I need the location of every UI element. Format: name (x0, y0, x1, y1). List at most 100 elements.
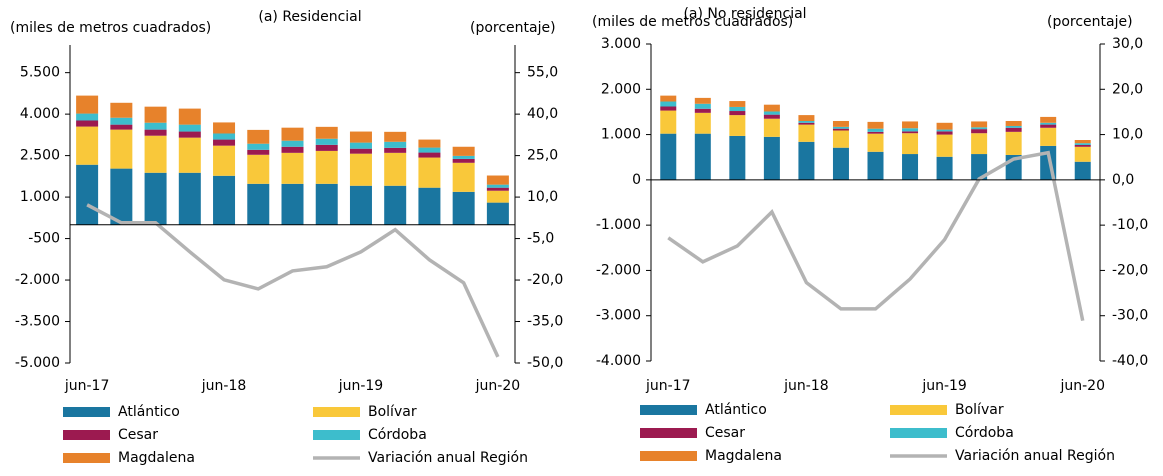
bar-segment (213, 145, 236, 176)
y-tick-label: 1.000 (601, 127, 641, 143)
bar-segment (110, 117, 133, 125)
bar-segment (349, 153, 372, 186)
bar-segment (763, 114, 780, 119)
x-tick-label: jun-17 (645, 378, 691, 394)
bar-segment (832, 126, 849, 129)
x-tick-label: jun-18 (201, 378, 247, 394)
bar-segment (281, 140, 304, 147)
bar-segment (452, 191, 475, 225)
bar-segment (144, 129, 167, 136)
legend-swatch (890, 428, 947, 438)
bar-segment (315, 150, 338, 184)
y-axis-label: (miles de metros cuadrados) (592, 14, 793, 30)
chart-title: (a) Residencial (258, 9, 361, 25)
bar-segment (144, 135, 167, 173)
bar-segment (660, 110, 677, 134)
bar-segment (971, 129, 988, 134)
legend-label: Magdalena (118, 450, 195, 466)
bar-segment (384, 147, 407, 153)
bar-segment (247, 149, 270, 155)
bar-segment (832, 147, 849, 180)
y-tick-label: -3.000 (596, 308, 641, 324)
y-tick-label: -5.000 (15, 355, 60, 371)
bar-segment (902, 121, 919, 129)
legend-swatch (640, 428, 697, 438)
bar-segment (729, 101, 746, 107)
bar-segment (1074, 146, 1091, 162)
bar-segment (729, 135, 746, 180)
legend-swatch (63, 453, 110, 463)
bar-segment (867, 151, 884, 180)
y2-tick-label: -40,0 (1112, 353, 1148, 369)
legend-swatch (63, 430, 110, 440)
y-tick-label: 5.500 (20, 65, 60, 81)
bar-segment (763, 104, 780, 112)
bar-segment (315, 183, 338, 225)
y-tick-label: -500 (28, 231, 60, 247)
bar-segment (763, 111, 780, 115)
bar-segment (729, 115, 746, 136)
y-tick-label: -2.000 (596, 262, 641, 278)
bar-segment (936, 122, 953, 130)
bar-segment (349, 131, 372, 143)
legend-label: Cesar (705, 425, 745, 441)
bar-segment (1040, 127, 1057, 146)
bar-segment (486, 190, 509, 203)
bar-segment (384, 185, 407, 225)
legend-label: Magdalena (705, 448, 782, 464)
bar-segment (660, 101, 677, 107)
bar-segment (110, 168, 133, 225)
bar-segment (144, 172, 167, 225)
bar-segment (281, 127, 304, 141)
bar-segment (867, 121, 884, 129)
bar-segment (832, 130, 849, 148)
y2-axis-label: (porcentaje) (1047, 14, 1133, 30)
chart-title: (a) No residencial (683, 6, 806, 22)
bar-segment (110, 129, 133, 169)
y-tick-label: -3.500 (15, 314, 60, 330)
y2-tick-label: -50,0 (527, 355, 563, 371)
y2-tick-label: -20,0 (1112, 262, 1148, 278)
bar-segment (660, 106, 677, 111)
x-tick-label: jun-18 (783, 378, 829, 394)
bar-segment (213, 122, 236, 134)
legend-label: Atlántico (705, 402, 767, 418)
bar-segment (936, 131, 953, 135)
bar-segment (936, 134, 953, 157)
bar-segment (384, 152, 407, 186)
y-tick-label: 2.000 (601, 81, 641, 97)
legend-label: Variación anual Región (955, 448, 1115, 464)
y-tick-label: -2.000 (15, 272, 60, 288)
bar-segment (798, 141, 815, 180)
bar-segment (247, 183, 270, 225)
bar-segment (281, 152, 304, 184)
bar-segment (418, 147, 441, 153)
bar-segment (281, 183, 304, 225)
y2-tick-label: -10,0 (1112, 217, 1148, 233)
bar-segment (76, 164, 99, 225)
bar-segment (486, 184, 509, 188)
bar-segment (452, 158, 475, 163)
bar-segment (832, 128, 849, 131)
bar-segment (729, 106, 746, 112)
bar-segment (384, 131, 407, 142)
bar-segment (418, 187, 441, 225)
bar-segment (971, 133, 988, 155)
bar-segment (867, 133, 884, 152)
bar-segment (694, 112, 711, 134)
bar-segment (247, 129, 270, 144)
bar-segment (798, 122, 815, 125)
bar-segment (452, 155, 475, 159)
bar-segment (349, 142, 372, 149)
y2-tick-label: 10,0 (1112, 127, 1143, 143)
y-tick-label: 3.000 (601, 36, 641, 52)
bar-segment (452, 146, 475, 156)
bar-segment (902, 154, 919, 180)
bar-segment (694, 133, 711, 180)
legend-label: Córdoba (368, 427, 427, 443)
bar-segment (902, 133, 919, 155)
bar-segment (144, 106, 167, 123)
y-tick-label: -4.000 (596, 353, 641, 369)
